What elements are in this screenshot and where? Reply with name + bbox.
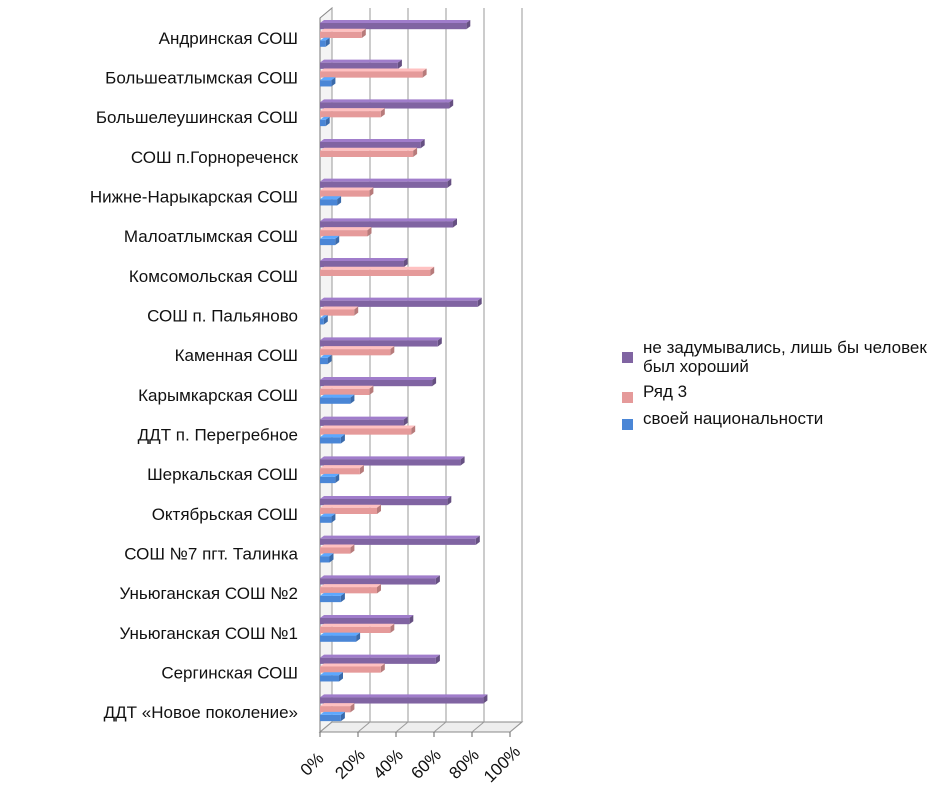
bar-3 — [320, 37, 330, 47]
floor-gridline — [357, 721, 371, 733]
bar-1 — [320, 535, 480, 545]
bar-2 — [320, 187, 374, 197]
bar-3 — [320, 315, 328, 325]
category-label: Андринская СОШ — [159, 29, 298, 48]
bar-1 — [320, 59, 402, 69]
bar-2 — [320, 504, 381, 514]
bar-3 — [320, 672, 343, 682]
category-label: Шеркальская СОШ — [147, 465, 298, 484]
x-tick-labels: 0% 20% 40% 60% 80%100% — [297, 742, 524, 786]
category-label: Комсомольская СОШ — [129, 267, 298, 286]
bar-3 — [320, 77, 336, 87]
category-label: Сергинская СОШ — [161, 664, 298, 683]
bar-2 — [320, 663, 385, 673]
category-label: Большелеушинская СОШ — [96, 108, 298, 127]
legend-swatch-series-2 — [622, 392, 633, 403]
category-labels: Андринская СОШ Большеатлымская СОШ Большел… — [90, 29, 299, 722]
bar-3 — [320, 394, 355, 404]
bar-2 — [320, 306, 359, 316]
bar-1 — [320, 377, 437, 387]
bar-1 — [320, 297, 482, 307]
bar-1 — [320, 416, 408, 426]
category-label: Каменная СОШ — [175, 346, 298, 365]
bar-3 — [320, 592, 345, 603]
bar-1 — [320, 456, 465, 466]
category-label: Уньюганская СОШ №2 — [119, 584, 298, 603]
floor-gridline — [433, 721, 447, 733]
floor-gridline — [395, 721, 409, 733]
bar-1 — [320, 218, 457, 228]
x-tick-label: 0% — [297, 749, 328, 780]
category-label: Нижне-Нарыкарская СОШ — [90, 188, 298, 207]
bar-3 — [320, 196, 342, 206]
legend-swatch-series-1 — [622, 352, 633, 363]
bar-2 — [320, 227, 372, 237]
bar-2 — [320, 703, 355, 713]
bar-2 — [320, 544, 355, 554]
bar-2 — [320, 584, 381, 594]
bar-3 — [320, 354, 332, 365]
category-label: Малоатлымская СОШ — [124, 227, 298, 246]
legend-swatch-series-3 — [622, 419, 633, 430]
bar-1 — [320, 258, 408, 268]
category-label: Октябрьская СОШ — [152, 505, 298, 524]
bar-1 — [320, 337, 442, 347]
category-label: СОШ №7 пгт. Талинка — [124, 545, 298, 564]
bar-1 — [320, 178, 452, 188]
legend-label-series-1: не задумывались, лишь бы человек был хор… — [643, 338, 927, 376]
x-tick-label: 20% — [331, 745, 368, 782]
bar-1 — [320, 139, 425, 149]
bar-1 — [320, 575, 440, 585]
legend-label-series-3: своей национальности — [643, 409, 824, 428]
legend: не задумывались, лишь бы человек был хор… — [622, 338, 932, 436]
x-tick-label: 80% — [445, 745, 482, 782]
category-label: Уньюганская СОШ №1 — [119, 624, 298, 643]
x-tick-label: 60% — [407, 745, 444, 782]
category-label: СОШ п.Горнореченск — [131, 148, 299, 167]
bar-2 — [320, 28, 366, 38]
bar-1 — [320, 99, 454, 109]
bar-1 — [320, 654, 440, 664]
legend-item-series-1: не задумывались, лишь бы человек был хор… — [622, 338, 932, 376]
bar-3 — [320, 632, 361, 642]
floor-gridline — [319, 721, 333, 733]
bar-3 — [320, 473, 340, 484]
bar-2 — [320, 385, 374, 395]
category-label: Карымкарская СОШ — [138, 386, 298, 405]
bar-3 — [320, 235, 340, 246]
legend-label-series-2: Ряд 3 — [643, 382, 688, 401]
bar-2 — [320, 346, 395, 356]
bar-1 — [320, 496, 452, 506]
bar-2 — [320, 147, 418, 157]
legend-item-series-3: своей национальности — [622, 409, 932, 430]
category-label: Большеатлымская СОШ — [105, 69, 298, 88]
bar-2 — [320, 465, 364, 475]
bar-3 — [320, 553, 334, 563]
bar-2 — [320, 425, 416, 435]
bars — [320, 20, 488, 722]
bar-2 — [320, 68, 427, 78]
bar-3 — [320, 513, 336, 523]
x-tick-label: 100% — [480, 742, 524, 786]
category-label: ДДТ п. Перегребное — [138, 426, 298, 445]
legend-item-series-2: Ряд 3 — [622, 382, 932, 403]
x-tick-label: 40% — [369, 745, 406, 782]
bar-1 — [320, 20, 471, 30]
floor-gridline — [471, 721, 485, 733]
bar-2 — [320, 266, 435, 276]
category-label: СОШ п. Пальяново — [147, 307, 298, 326]
bar-1 — [320, 615, 414, 625]
floor — [318, 721, 524, 733]
bar-3 — [320, 711, 345, 722]
bar-2 — [320, 623, 395, 633]
bar-3 — [320, 116, 330, 127]
bar-3 — [320, 434, 345, 444]
bar-1 — [320, 694, 488, 704]
bar-2 — [320, 108, 385, 118]
floor-gridline — [509, 721, 523, 733]
gridlines — [319, 8, 523, 737]
category-label: ДДТ «Новое поколение» — [104, 703, 298, 722]
